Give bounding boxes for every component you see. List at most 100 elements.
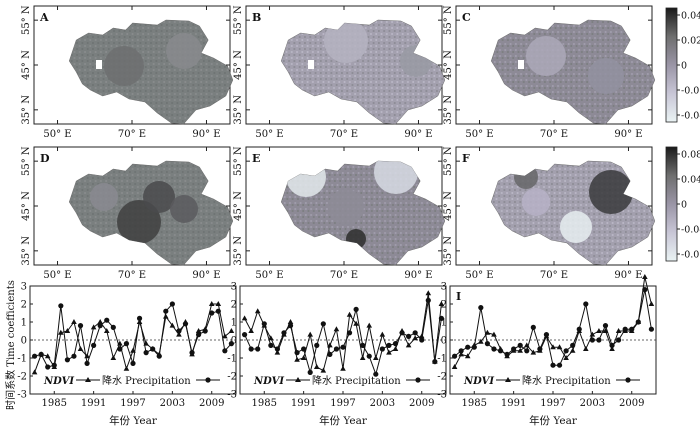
- precip-point: [274, 346, 280, 352]
- ndvi-point: [569, 347, 576, 353]
- lat-label: 45° N: [233, 191, 244, 221]
- precip-point: [64, 357, 70, 363]
- x-tick-label: 1997: [120, 398, 145, 409]
- colorbar-label: 0: [681, 200, 687, 211]
- ndvi-point: [300, 355, 307, 360]
- lat-label: 55° N: [443, 146, 454, 176]
- lon-label: 50° E: [255, 270, 283, 281]
- ndvi-point: [373, 355, 379, 360]
- lat-label: 55° N: [233, 146, 244, 176]
- precip-point: [130, 360, 136, 366]
- ndvi-point: [438, 301, 445, 306]
- lon-label: 50° E: [465, 270, 493, 281]
- ndvi-point: [90, 324, 97, 330]
- lat-label: 45° N: [443, 191, 454, 221]
- ndvi-point: [602, 328, 609, 333]
- legend: NDVI 降水 Precipitation: [43, 374, 220, 387]
- ndvi-point: [464, 353, 471, 359]
- ndvi-point: [208, 301, 215, 306]
- legend-precip-label: 降水 Precipitation: [102, 374, 191, 387]
- precip-point: [281, 330, 287, 336]
- ndvi-point: [110, 355, 117, 360]
- ndvi-point: [64, 328, 71, 333]
- x-tick-label: 1991: [81, 398, 106, 409]
- precip-point: [169, 301, 175, 307]
- lon-label: 50° E: [43, 270, 71, 281]
- ndvi-point: [451, 364, 458, 369]
- y-tick-label: -3: [227, 390, 237, 401]
- precip-point: [301, 346, 307, 352]
- panel-label: A: [39, 11, 49, 24]
- ndvi-point: [287, 319, 294, 324]
- precip-point: [366, 353, 372, 359]
- time-y-axis-label: 时间系数 Time coefficients: [4, 280, 17, 410]
- precip-point: [136, 315, 143, 321]
- ndvi-point: [405, 342, 412, 348]
- y-tick-label: -1: [227, 354, 237, 365]
- ndvi-point: [379, 331, 386, 337]
- legend: NDVI 降水 Precipitation: [463, 374, 640, 387]
- plot-frame: [449, 285, 657, 395]
- precip-point: [241, 332, 248, 338]
- precip-point: [294, 350, 300, 356]
- ndvi-point: [425, 290, 432, 296]
- anomaly-patch: [374, 161, 418, 194]
- ndvi-point: [58, 329, 64, 335]
- ndvi-point: [386, 349, 392, 355]
- precip-point: [38, 351, 44, 357]
- precip-point: [635, 319, 641, 325]
- precip-point: [629, 326, 635, 332]
- lon-label: 90° E: [614, 270, 642, 281]
- y-tick-label: 3: [231, 282, 237, 293]
- ndvi-point: [418, 333, 425, 339]
- precip-point: [340, 344, 346, 350]
- water-body: [96, 60, 102, 69]
- anomaly-patch: [589, 170, 633, 214]
- precip-point: [589, 337, 595, 343]
- lat-label: 35° N: [233, 95, 244, 125]
- legend-precip-label: 降水 Precipitation: [312, 374, 401, 387]
- x-tick-label: 2003: [370, 398, 395, 409]
- y-tick-label: 2: [441, 300, 447, 311]
- ndvi-point: [268, 335, 274, 341]
- precip-point: [163, 308, 169, 314]
- lon-label: 70° E: [540, 129, 568, 140]
- ndvi-point: [563, 355, 569, 360]
- ndvi-point: [123, 365, 130, 371]
- precip-point: [504, 351, 510, 357]
- ndvi-point: [31, 369, 38, 375]
- precip-point: [425, 297, 431, 303]
- precip-point: [648, 326, 655, 332]
- precip-point: [77, 323, 84, 329]
- precip-point: [471, 344, 477, 350]
- ndvi-point: [254, 308, 261, 314]
- ndvi-point: [642, 274, 648, 279]
- y-tick-label: -1: [17, 354, 27, 365]
- precip-point: [530, 324, 536, 330]
- legend-ndvi-label: NDVI: [463, 376, 494, 387]
- lon-label: 50° E: [465, 129, 493, 140]
- precip-point: [91, 342, 97, 348]
- panel-label: E: [252, 152, 260, 165]
- colorbar-label: 0.08: [681, 150, 700, 161]
- lat-label: 35° N: [443, 95, 454, 125]
- lat-label: 35° N: [443, 236, 454, 266]
- precip-point: [373, 371, 379, 377]
- time-panel-g: -3 -2 -1 0 1 2 3 1985 1991 1997 2003 2009 NDVI 降水 Pre…: [17, 282, 237, 409]
- ndvi-point: [241, 315, 248, 321]
- colorbar-label: 0.04: [681, 175, 700, 186]
- precip-point: [353, 306, 359, 312]
- ndvi-point: [215, 301, 222, 306]
- ndvi-point: [274, 349, 281, 355]
- precip-point: [189, 350, 195, 356]
- precip-point: [143, 350, 149, 356]
- precip-point: [550, 362, 556, 368]
- precip-point: [438, 315, 445, 321]
- precip-point: [333, 346, 340, 352]
- water-body: [518, 60, 524, 69]
- precip-point: [196, 332, 202, 338]
- precip-point: [412, 330, 418, 336]
- legend-precip-marker: [205, 377, 211, 383]
- ndvi-point: [307, 331, 313, 337]
- lon-label: 90° E: [192, 129, 220, 140]
